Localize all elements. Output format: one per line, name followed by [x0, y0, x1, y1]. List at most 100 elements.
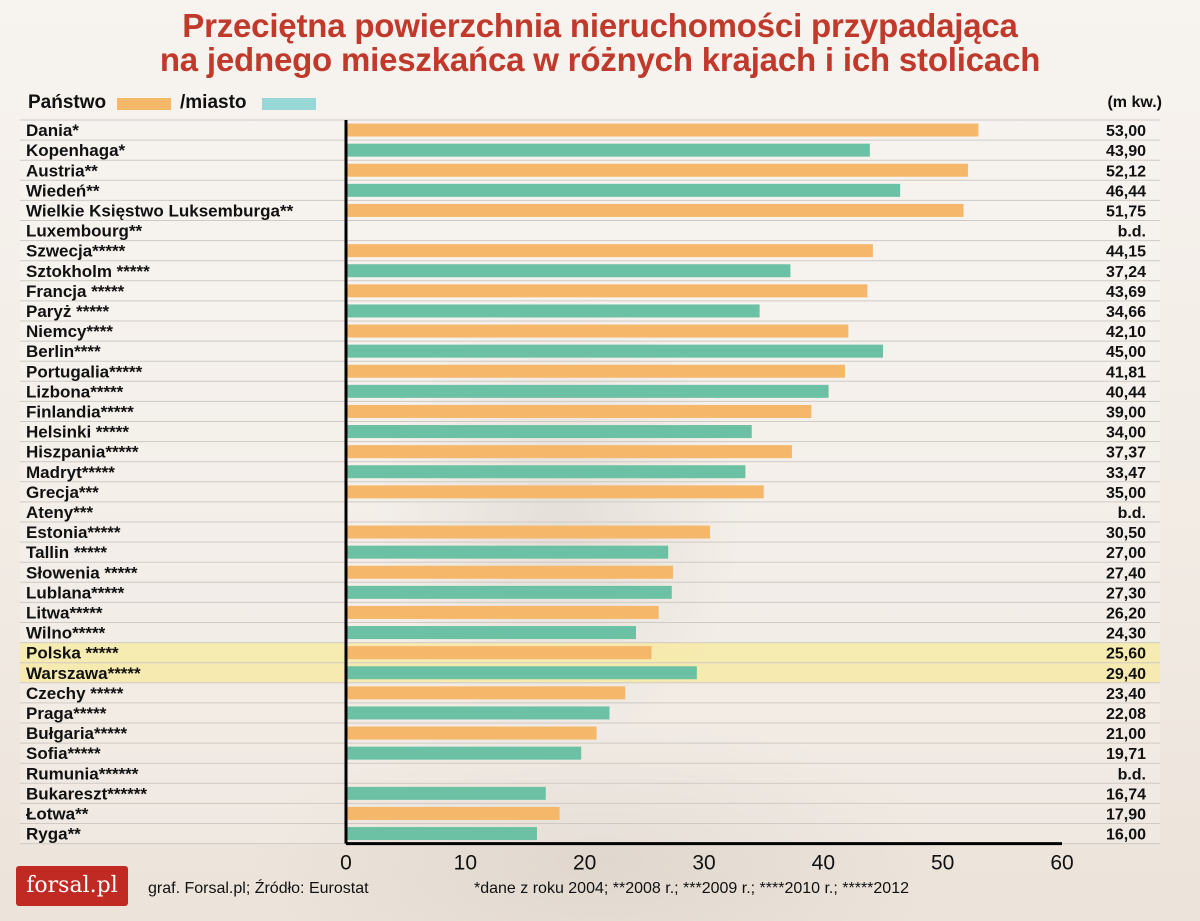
bar-city [346, 585, 672, 599]
value-label: b.d. [1118, 766, 1146, 783]
value-label: 33,47 [1106, 465, 1146, 482]
row-label: Lizbona***** [26, 382, 124, 401]
bar-country [346, 565, 673, 579]
row-label: Lublana***** [26, 583, 125, 602]
row-label: Portugalia***** [26, 362, 143, 381]
row-label: Wielkie Księstwo Luksemburga** [26, 201, 294, 220]
bar-city [346, 344, 883, 358]
x-tick-label: 40 [812, 852, 835, 875]
bar-country [346, 364, 845, 378]
bar-country [346, 203, 964, 217]
row-label: Litwa***** [26, 603, 103, 622]
x-tick-label: 10 [454, 852, 477, 875]
row-label: Luxembourg** [26, 222, 143, 241]
bar-city [346, 304, 760, 318]
value-label: 21,00 [1106, 726, 1146, 743]
row-label: Praga***** [26, 704, 107, 723]
row-label: Estonia***** [26, 523, 121, 542]
value-label: 39,00 [1106, 404, 1146, 421]
value-label: 19,71 [1106, 746, 1146, 763]
value-label: 44,15 [1106, 244, 1146, 261]
row-label: Czechy ***** [26, 684, 124, 703]
row-label: Polska ***** [26, 644, 119, 663]
value-label: 43,69 [1106, 284, 1146, 301]
row-label: Finlandia***** [26, 402, 134, 421]
bar-city [346, 786, 546, 800]
bar-country [346, 646, 652, 660]
x-tick-label: 0 [340, 852, 352, 875]
value-label: 40,44 [1106, 384, 1146, 401]
row-label: Wilno***** [26, 624, 106, 643]
row-label: Grecja*** [26, 483, 99, 502]
bar-city [346, 264, 791, 278]
x-tick-label: 50 [931, 852, 954, 875]
legend-country-label: Państwo [28, 92, 107, 113]
row-label: Helsinki ***** [26, 423, 129, 442]
footer-credit: graf. Forsal.pl; Źródło: Eurostat [148, 880, 369, 897]
bar-city [346, 425, 752, 439]
row-label: Bukareszt****** [26, 784, 147, 803]
legend-country-swatch [117, 98, 171, 110]
value-label: 46,44 [1106, 183, 1146, 200]
value-label: 42,10 [1106, 324, 1146, 341]
bar-country [346, 244, 873, 258]
footer-notes: *dane z roku 2004; **2008 r.; ***2009 r.… [474, 880, 909, 897]
value-label: 35,00 [1106, 485, 1146, 502]
chart-title-line-1: Przeciętna powierzchnia nieruchomości pr… [182, 7, 1018, 44]
x-tick-label: 30 [692, 852, 715, 875]
x-tick-label: 60 [1050, 852, 1073, 875]
bar-country [346, 686, 626, 700]
bar-city [346, 706, 610, 720]
value-label: 34,00 [1106, 425, 1146, 442]
chart-title-line-2: na jednego mieszkańca w różnych krajach … [159, 41, 1041, 78]
value-label: 51,75 [1106, 203, 1146, 220]
bar-country [346, 404, 812, 418]
bar-country [346, 445, 792, 459]
bar-country [346, 525, 710, 539]
row-label: Sztokholm ***** [26, 262, 150, 281]
row-label: Austria** [26, 161, 98, 180]
value-label: 16,00 [1106, 827, 1146, 844]
value-label: 27,30 [1106, 585, 1146, 602]
row-label: Sofia***** [26, 744, 101, 763]
forsal-logo: forsal.pl [16, 866, 128, 906]
bar-city [346, 666, 697, 680]
value-label: 30,50 [1106, 525, 1146, 542]
row-label: Ryga** [26, 825, 81, 844]
row-label: Tallin ***** [26, 543, 107, 562]
value-label: 53,00 [1106, 123, 1146, 140]
legend-city-label: /miasto [180, 92, 247, 113]
row-label: Berlin**** [26, 342, 101, 361]
row-label: Ateny*** [26, 503, 93, 522]
row-label: Słowenia ***** [26, 563, 138, 582]
row-label: Madryt***** [26, 463, 115, 482]
bar-city [346, 545, 669, 559]
value-label: 29,40 [1106, 666, 1146, 683]
value-label: 27,40 [1106, 565, 1146, 582]
bar-country [346, 163, 968, 177]
row-label: Rumunia****** [26, 764, 139, 783]
bar-country [346, 123, 979, 137]
unit-label: (m kw.) [1107, 94, 1162, 111]
value-label: 27,00 [1106, 545, 1146, 562]
legend-city-swatch [262, 98, 316, 110]
value-label: b.d. [1118, 505, 1146, 522]
bar-city [346, 827, 537, 841]
row-label: Kopenhaga* [26, 141, 126, 160]
bar-country [346, 806, 560, 820]
bar-city [346, 626, 636, 640]
value-label: 26,20 [1106, 605, 1146, 622]
value-label: 52,12 [1106, 163, 1146, 180]
bar-city [346, 183, 901, 197]
value-label: 24,30 [1106, 626, 1146, 643]
value-label: b.d. [1118, 224, 1146, 241]
row-label: Szwecja***** [26, 242, 126, 261]
bar-country [346, 485, 764, 499]
value-label: 37,37 [1106, 445, 1146, 462]
value-label: 16,74 [1106, 786, 1146, 803]
bar-city [346, 384, 829, 398]
value-label: 17,90 [1106, 806, 1146, 823]
value-label: 43,90 [1106, 143, 1146, 160]
row-label: Wiedeń** [26, 181, 100, 200]
